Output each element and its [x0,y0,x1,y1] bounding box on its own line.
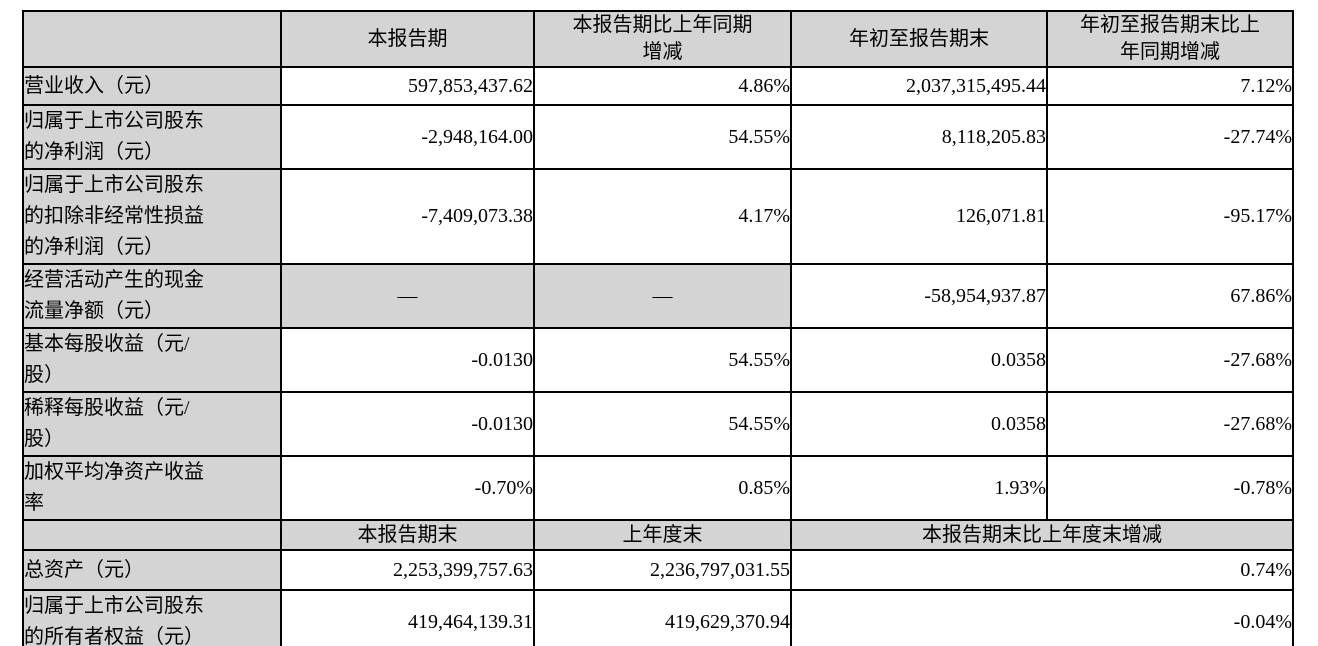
header-row-period-end: 本报告期末 上年度末 本报告期末比上年度末增减 [22,519,1294,551]
value-cell: -58,954,937.87 [790,263,1048,329]
value-cell: 126,071.81 [790,168,1048,265]
table-row: 归属于上市公司股东 的所有者权益（元） 419,464,139.31 419,6… [22,589,1294,646]
row-label-net-profit: 归属于上市公司股东 的净利润（元） [22,104,282,170]
table-row: 归属于上市公司股东 的净利润（元） -2,948,164.00 54.55% 8… [22,104,1294,170]
row-label-diluted-eps: 稀释每股收益（元/ 股） [22,391,282,457]
value-cell: -7,409,073.38 [280,168,535,265]
header-end-of-prior-year: 上年度末 [533,519,792,551]
table-row: 加权平均净资产收益 率 -0.70% 0.85% 1.93% -0.78% [22,455,1294,521]
header-end-of-period: 本报告期末 [280,519,535,551]
value-cell: -95.17% [1046,168,1294,265]
value-cell: -0.78% [1046,455,1294,521]
value-cell: 54.55% [533,391,792,457]
value-cell: 597,853,437.62 [280,66,535,106]
value-cell: 0.85% [533,455,792,521]
value-cell: 419,464,139.31 [280,589,535,646]
value-cell: 54.55% [533,104,792,170]
value-cell: 0.74% [790,549,1294,591]
value-cell: -0.70% [280,455,535,521]
table-row: 归属于上市公司股东 的扣除非经常性损益 的净利润（元） -7,409,073.3… [22,168,1294,265]
row-label-operating-revenue: 营业收入（元） [22,66,282,106]
value-cell: 54.55% [533,327,792,393]
financial-summary-table: 本报告期 本报告期比上年同期 增减 年初至报告期末 年初至报告期末比上 年同期增… [22,10,1294,646]
header-row-period: 本报告期 本报告期比上年同期 增减 年初至报告期末 年初至报告期末比上 年同期增… [22,10,1294,68]
value-cell: 8,118,205.83 [790,104,1048,170]
table-row: 营业收入（元） 597,853,437.62 4.86% 2,037,315,4… [22,66,1294,106]
row-label-basic-eps: 基本每股收益（元/ 股） [22,327,282,393]
value-cell: 67.86% [1046,263,1294,329]
value-cell: 2,236,797,031.55 [533,549,792,591]
value-cell-dash: — [280,263,535,329]
value-cell: -0.04% [790,589,1294,646]
value-cell: 419,629,370.94 [533,589,792,646]
value-cell: 7.12% [1046,66,1294,106]
row-label-owners-equity: 归属于上市公司股东 的所有者权益（元） [22,589,282,646]
corner-cell [22,519,282,551]
row-label-total-assets: 总资产（元） [22,549,282,591]
value-cell: -0.0130 [280,327,535,393]
table-row: 经营活动产生的现金 流量净额（元） — — -58,954,937.87 67.… [22,263,1294,329]
row-label-net-profit-excl-nonrecurring: 归属于上市公司股东 的扣除非经常性损益 的净利润（元） [22,168,282,265]
value-cell: 2,037,315,495.44 [790,66,1048,106]
value-cell: 4.86% [533,66,792,106]
header-current-period-yoy-change: 本报告期比上年同期 增减 [533,10,792,68]
value-cell: -27.68% [1046,391,1294,457]
value-cell: 2,253,399,757.63 [280,549,535,591]
value-cell: -2,948,164.00 [280,104,535,170]
header-current-period: 本报告期 [280,10,535,68]
header-year-to-date: 年初至报告期末 [790,10,1048,68]
row-label-weighted-avg-roe: 加权平均净资产收益 率 [22,455,282,521]
row-label-operating-cash-flow: 经营活动产生的现金 流量净额（元） [22,263,282,329]
table-row: 基本每股收益（元/ 股） -0.0130 54.55% 0.0358 -27.6… [22,327,1294,393]
corner-cell [22,10,282,68]
value-cell: 0.0358 [790,327,1048,393]
table-row: 总资产（元） 2,253,399,757.63 2,236,797,031.55… [22,549,1294,591]
header-period-end-change: 本报告期末比上年度末增减 [790,519,1294,551]
value-cell: 1.93% [790,455,1048,521]
table-row: 稀释每股收益（元/ 股） -0.0130 54.55% 0.0358 -27.6… [22,391,1294,457]
value-cell: 0.0358 [790,391,1048,457]
value-cell-dash: — [533,263,792,329]
value-cell: -27.68% [1046,327,1294,393]
value-cell: 4.17% [533,168,792,265]
value-cell: -27.74% [1046,104,1294,170]
header-year-to-date-yoy-change: 年初至报告期末比上 年同期增减 [1046,10,1294,68]
value-cell: -0.0130 [280,391,535,457]
